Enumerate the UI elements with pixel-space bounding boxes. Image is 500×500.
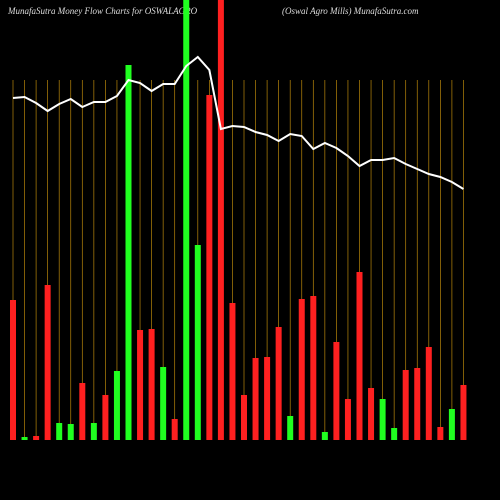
bar	[137, 330, 144, 440]
bar	[102, 395, 109, 440]
bar	[275, 327, 282, 440]
chart-title: MunafaSutra Money Flow Charts for OSWALA…	[7, 6, 198, 16]
bar	[437, 427, 444, 440]
bar	[402, 370, 409, 440]
bar	[264, 357, 271, 440]
bar	[252, 358, 259, 440]
bar	[183, 0, 190, 440]
bar	[379, 399, 386, 440]
bar	[194, 245, 201, 440]
bar	[310, 296, 317, 440]
bar	[344, 399, 351, 440]
bar	[10, 300, 16, 440]
bar	[414, 368, 421, 440]
bar	[21, 437, 28, 440]
bar	[125, 65, 132, 440]
bar	[287, 416, 294, 440]
bar	[206, 95, 213, 440]
bar	[368, 388, 375, 440]
bar	[113, 371, 120, 440]
bar	[67, 424, 74, 440]
bar	[391, 428, 398, 440]
bar	[44, 285, 51, 440]
bar	[171, 419, 178, 440]
bar	[229, 303, 236, 440]
bar	[217, 0, 224, 440]
bar	[298, 299, 305, 440]
bar	[425, 347, 432, 440]
bar	[160, 367, 167, 440]
bar	[56, 423, 63, 440]
bar	[356, 272, 363, 440]
chart-subtitle: (Oswal Agro Mills) MunafaSutra.com	[282, 6, 419, 16]
price-line	[12, 55, 464, 190]
bar	[460, 385, 467, 440]
bar	[448, 409, 455, 440]
bar	[148, 329, 155, 440]
bar	[33, 436, 40, 440]
bar	[321, 432, 328, 440]
bar	[333, 342, 340, 440]
bar	[241, 395, 247, 440]
bar	[79, 383, 86, 440]
bar	[90, 423, 97, 440]
